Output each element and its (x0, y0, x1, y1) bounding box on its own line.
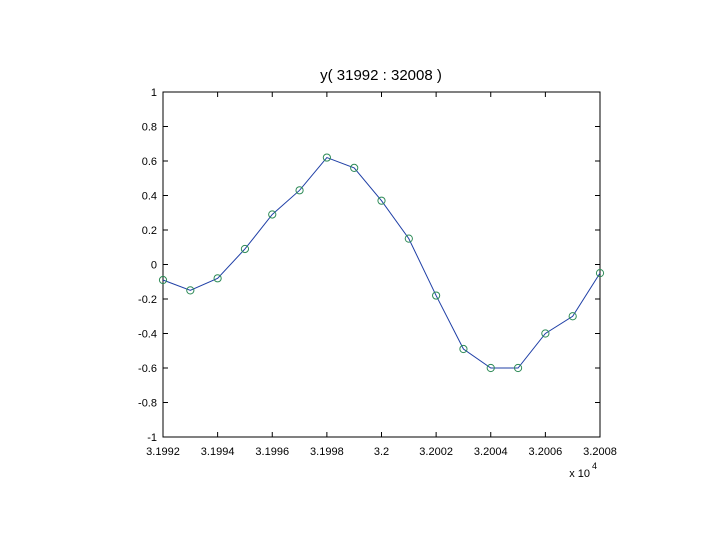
data-point (350, 163, 359, 172)
data-point (459, 344, 468, 354)
y-tick-label: -0.6 (138, 363, 157, 375)
y-tick-label: -0.8 (138, 398, 157, 410)
y-tick-label: 0 (151, 260, 157, 272)
data-point (322, 153, 331, 162)
data-point (186, 286, 195, 295)
y-tick-label: 0.8 (142, 122, 157, 134)
data-point (377, 196, 386, 205)
data-point (432, 291, 441, 300)
data-point (486, 363, 495, 373)
data-point (541, 329, 550, 338)
y-tick-label: 1 (151, 87, 157, 99)
data-point (268, 210, 277, 219)
data-point (513, 363, 523, 373)
data-point (295, 186, 304, 195)
x-tick-label: 3.1992 (146, 446, 180, 458)
x-tick-label: 3.2 (374, 446, 389, 458)
data-point (568, 312, 577, 321)
data-point (404, 234, 413, 243)
plot-area: 1 0.8 0.6 0.4 0.2 0 -0.2 -0.4 -0.6 -0.8 -1 3.1992 3.… (138, 87, 617, 480)
y-tick-label: -0.2 (138, 294, 157, 306)
y-tick-label: 0.2 (142, 225, 157, 237)
x-tick-label: 3.1994 (201, 446, 235, 458)
data-point (595, 269, 605, 278)
x-tick-label: 3.2008 (583, 446, 617, 458)
x-tick-label: 3.2006 (529, 446, 563, 458)
data-point (213, 274, 222, 283)
x-exponent-power: 4 (592, 461, 597, 471)
x-tick-label: 3.1996 (255, 446, 289, 458)
y-tick-label: 0.6 (142, 156, 157, 168)
series-line (162, 156, 601, 369)
x-tick-label: 3.2002 (419, 446, 453, 458)
y-tick-label: 0.4 (142, 191, 157, 203)
y-tick-label: -0.4 (138, 329, 157, 341)
chart-title: y( 31992 : 32008 ) (320, 67, 442, 84)
x-exponent-label: x 10 (569, 468, 590, 480)
data-point (158, 275, 168, 285)
y-tick-label: -1 (147, 432, 157, 444)
x-tick-label: 3.1998 (310, 446, 344, 458)
x-tick-label: 3.2004 (474, 446, 508, 458)
data-point (240, 244, 250, 254)
